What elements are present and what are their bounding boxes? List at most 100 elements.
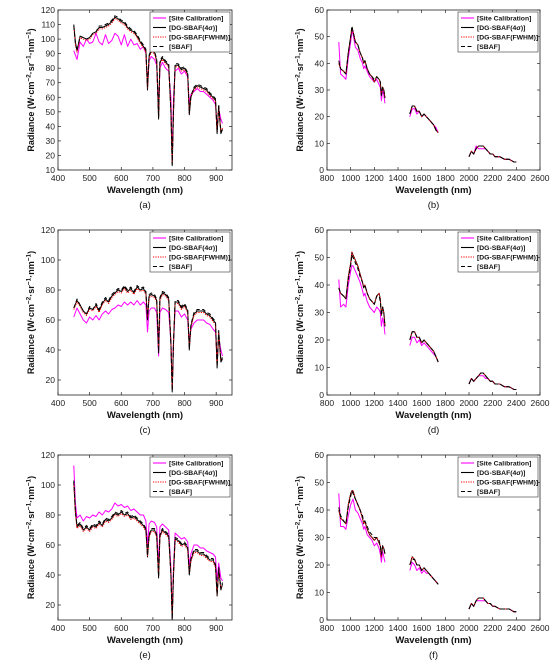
series-line: [338, 254, 386, 327]
legend-label: [Site Calibration]: [169, 236, 223, 243]
panel-caption: (d): [428, 425, 440, 436]
legend-box: [149, 11, 231, 53]
series-line: [338, 25, 386, 99]
x-tick-label: 700: [146, 623, 160, 633]
x-tick-label: 800: [177, 173, 191, 183]
y-tick-label: 80: [46, 510, 56, 520]
legend-box: [149, 231, 231, 273]
series-line: [409, 105, 439, 134]
legend-label: [SBAF]: [477, 489, 500, 496]
panel-caption: (a): [139, 200, 151, 211]
series-line: [409, 331, 439, 363]
x-tick-label: 800: [177, 398, 191, 408]
chart-panel: 800 1000 1200 1400 1600 1800 2000 2200 2400 2600 0…: [295, 450, 550, 661]
series-line: [73, 300, 223, 390]
legend-box: [457, 456, 539, 498]
y-tick-label: 100: [41, 255, 55, 265]
y-tick-label: 60: [46, 315, 56, 325]
legend-label: [Site Calibration]: [477, 236, 531, 243]
y-axis-label-part: ·sr: [295, 285, 305, 297]
legend-label: [DG-SBAF(FWHM)]: [477, 35, 538, 42]
y-tick-label: 20: [46, 375, 56, 385]
x-tick-label: 1600: [412, 623, 431, 633]
y-axis-label: Radiance (W·cm−2·sr−1·nm−1): [26, 28, 37, 151]
legend: [Site Calibration] [DG-SBAF(4σ)] [DG-SBAF(…: [457, 11, 539, 53]
x-tick-label: 400: [51, 173, 65, 183]
chart-panel: 400 500 600 700 800 900 10 20 30 40 50 60 70 80 90 100 1…: [26, 5, 233, 211]
y-axis-label-superscript: −1: [26, 478, 33, 486]
x-tick-label: 1600: [412, 173, 431, 183]
y-axis-label-part: ·nm: [295, 261, 305, 278]
x-tick-label: 2200: [483, 623, 502, 633]
x-axis-label: Wavelength (nm): [107, 410, 183, 421]
y-tick-label: 70: [46, 78, 56, 88]
x-tick-label: 400: [51, 398, 65, 408]
y-tick-label: 120: [41, 450, 55, 460]
x-tick-label: 800: [320, 173, 334, 183]
series-line: [73, 286, 223, 393]
y-tick-label: 20: [46, 600, 56, 610]
series-line: [409, 105, 439, 134]
x-tick-label: 700: [146, 173, 160, 183]
y-axis-label-part: ·sr: [26, 510, 36, 522]
series-line: [73, 465, 223, 615]
y-axis-label-part: ): [26, 28, 36, 31]
series-line: [73, 285, 223, 391]
x-tick-label: 1200: [365, 173, 384, 183]
y-axis-label-superscript: −1: [295, 277, 302, 285]
series-line: [468, 145, 517, 163]
series-line: [338, 490, 386, 555]
y-axis-label-superscript: −1: [295, 478, 302, 486]
x-axis-label: Wavelength (nm): [107, 185, 183, 196]
y-tick-label: 30: [315, 533, 325, 543]
legend-label: [DG-SBAF(FWHM)]: [477, 255, 538, 262]
x-axis-label: Wavelength (nm): [395, 185, 471, 196]
x-tick-label: 2200: [483, 398, 502, 408]
series-line: [338, 490, 386, 558]
chart-panel: 800 1000 1200 1400 1600 1800 2000 2200 2400 2600 0…: [295, 225, 550, 436]
legend-label: [DG-SBAF(FWHM)]: [477, 480, 538, 487]
series-line: [338, 493, 386, 563]
y-tick-label: 0: [319, 390, 324, 400]
series-line: [73, 15, 223, 165]
series-line: [73, 32, 223, 159]
legend-label: [DG-SBAF(4σ)]: [477, 25, 525, 32]
y-tick-label: 20: [315, 560, 325, 570]
plot-area: [73, 285, 223, 393]
y-axis-label-superscript: −1: [295, 31, 302, 39]
series-line: [468, 597, 517, 613]
x-tick-label: 500: [83, 173, 97, 183]
y-axis-label-part: ·nm: [295, 486, 305, 503]
y-axis-label-part: ·nm: [295, 39, 305, 56]
plot-area: [338, 251, 517, 390]
y-tick-label: 40: [315, 505, 325, 515]
x-tick-label: 600: [114, 173, 128, 183]
axes-frame: [57, 229, 233, 396]
y-axis-label-part: ·sr: [295, 510, 305, 522]
y-axis-label-superscript: −2: [26, 74, 33, 82]
y-tick-label: 20: [46, 150, 56, 160]
legend-label: [Site Calibration]: [477, 16, 531, 23]
x-tick-label: 1400: [389, 398, 408, 408]
panel-caption: (f): [429, 650, 438, 661]
y-axis-label-superscript: −1: [26, 31, 33, 39]
legend-label: [DG-SBAF(FWHM)]: [169, 35, 230, 42]
panel-caption: (b): [428, 200, 440, 211]
y-tick-label: 30: [315, 308, 325, 318]
series-line: [409, 331, 439, 363]
y-tick-label: 100: [41, 480, 55, 490]
y-axis-label: Radiance (W·cm−2·sr−1·nm−1): [295, 251, 306, 374]
y-tick-label: 10: [315, 363, 325, 373]
x-tick-label: 2000: [460, 173, 479, 183]
axes-frame: [57, 454, 233, 621]
x-tick-label: 2600: [531, 398, 550, 408]
y-tick-label: 120: [41, 5, 55, 15]
x-tick-label: 2200: [483, 173, 502, 183]
y-axis-label: Radiance (W·cm−2·sr−1·nm−1): [295, 28, 306, 151]
series-line: [409, 331, 439, 363]
legend-label: [SBAF]: [169, 489, 192, 496]
y-axis-label-superscript: −2: [26, 521, 33, 529]
y-tick-label: 10: [315, 588, 325, 598]
legend-label: [DG-SBAF(4σ)]: [477, 245, 525, 252]
